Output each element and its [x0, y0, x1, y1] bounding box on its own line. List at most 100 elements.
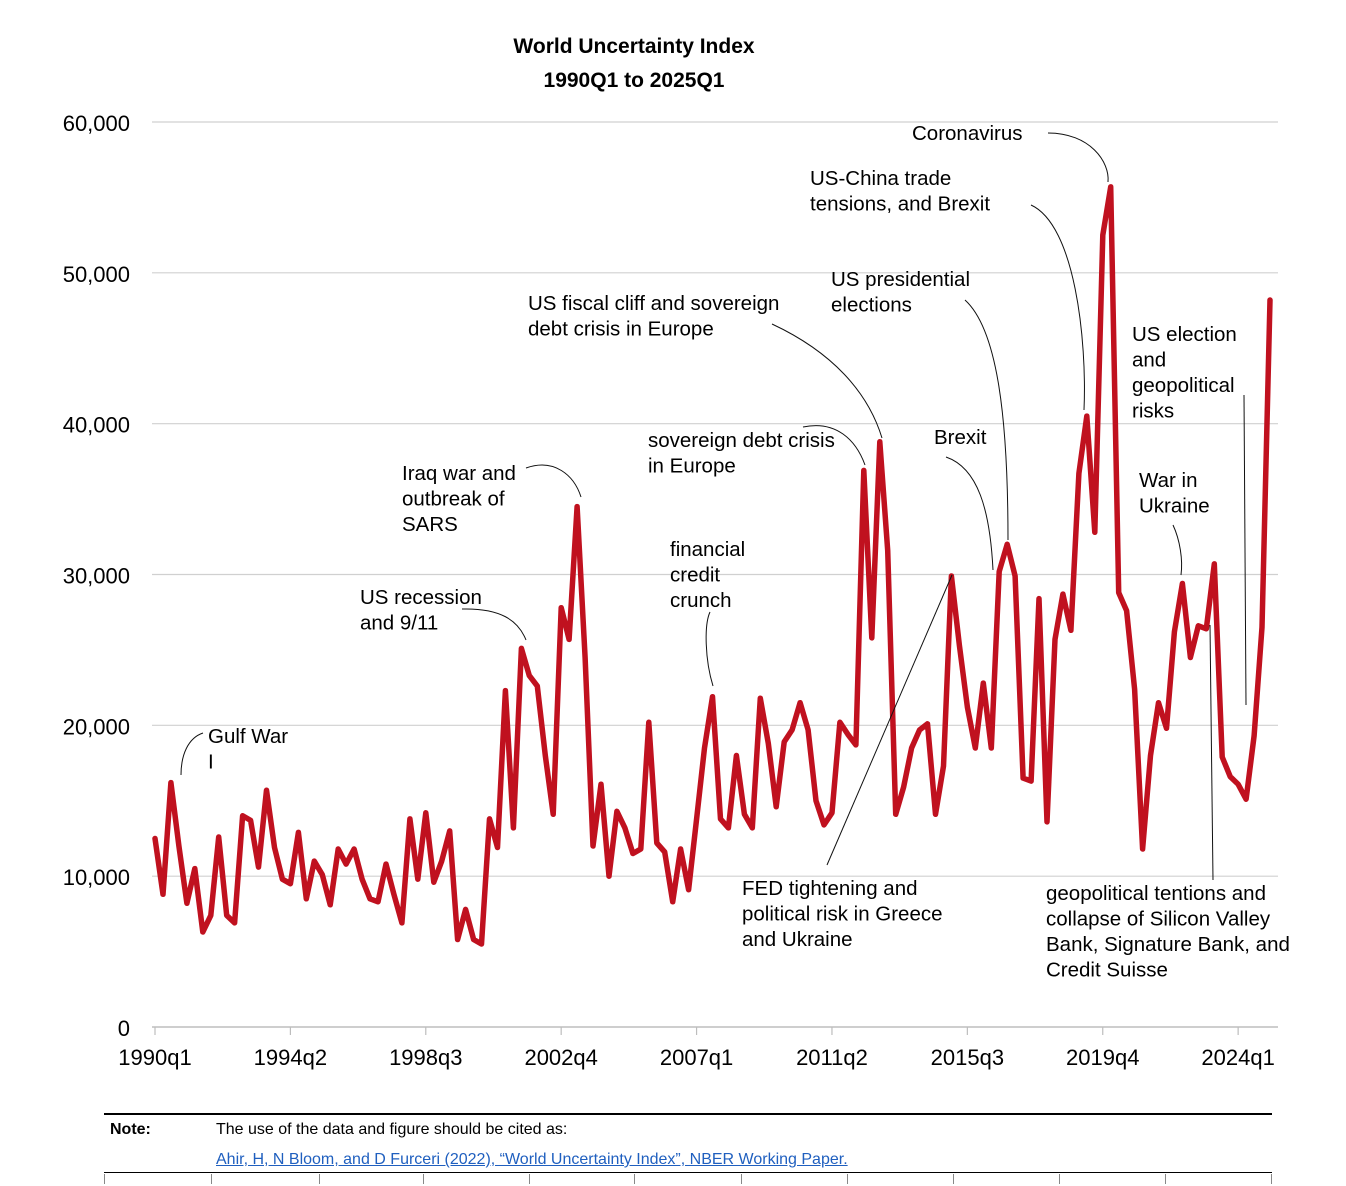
data-point: [1268, 298, 1272, 302]
data-point: [679, 847, 683, 851]
data-point: [1045, 820, 1049, 824]
data-point: [432, 880, 436, 884]
data-point: [711, 695, 715, 699]
data-point: [257, 865, 261, 869]
data-point: [392, 892, 396, 896]
annotation-label: geopolitical tentions and collapse of Sil…: [1046, 882, 1290, 982]
data-point: [241, 814, 245, 818]
data-point: [719, 817, 723, 821]
data-point: [1021, 776, 1025, 780]
data-point: [1061, 592, 1065, 596]
axes: [152, 1026, 1278, 1035]
data-point: [1093, 530, 1097, 534]
data-point: [599, 782, 603, 786]
data-point: [973, 746, 977, 750]
data-point: [304, 897, 308, 901]
data-point: [846, 732, 850, 736]
data-point: [1157, 701, 1161, 705]
data-point: [639, 847, 643, 851]
annotation-leader: [945, 456, 994, 571]
data-point: [687, 888, 691, 892]
data-point: [472, 938, 476, 942]
data-point: [631, 852, 635, 856]
data-point: [1236, 782, 1240, 786]
data-point: [328, 903, 332, 907]
data-point: [209, 913, 213, 917]
annotation-label: US election and geopolitical risks: [1132, 323, 1237, 423]
data-point: [368, 897, 372, 901]
annotation-label: US presidential elections: [831, 268, 970, 317]
annotation-label: US-China trade tensions, and Brexit: [810, 167, 990, 216]
data-point: [623, 826, 627, 830]
annotation-leader: [525, 464, 582, 498]
data-point: [790, 728, 794, 732]
gridlines: [152, 121, 1278, 877]
data-point: [1228, 775, 1232, 779]
x-tick-label: 2002q4: [524, 1045, 597, 1070]
data-point: [647, 720, 651, 724]
data-point: [440, 859, 444, 863]
data-point: [575, 505, 579, 509]
data-point: [1117, 591, 1121, 595]
data-point: [416, 877, 420, 881]
data-point: [782, 740, 786, 744]
data-point: [806, 728, 810, 732]
data-point: [1149, 754, 1153, 758]
x-tick-label: 2019q4: [1066, 1045, 1139, 1070]
data-point: [543, 754, 547, 758]
data-point: [288, 882, 292, 886]
data-point: [989, 746, 993, 750]
data-point: [1029, 779, 1033, 783]
data-point: [910, 746, 914, 750]
data-point: [169, 781, 173, 785]
uncertainty-line-chart: World Uncertainty Index 1990Q1 to 2025Q1…: [63, 35, 1290, 1070]
data-point: [726, 826, 730, 830]
annotation-leader: [1047, 132, 1109, 183]
data-point: [918, 728, 922, 732]
data-point: [448, 829, 452, 833]
data-point: [957, 643, 961, 647]
data-point: [655, 841, 659, 845]
x-tick-label: 1998q3: [389, 1045, 462, 1070]
data-point: [249, 818, 253, 822]
data-point: [774, 805, 778, 809]
data-point: [488, 817, 492, 821]
data-point: [296, 830, 300, 834]
data-point: [703, 746, 707, 750]
series-layer: [152, 184, 1273, 947]
y-tick-labels: 0 10,000 20,000 30,000 40,000 50,000 60,000: [63, 111, 130, 1041]
y-tick-label: 0: [118, 1016, 130, 1041]
annotation-label: Coronavirus: [912, 122, 1023, 145]
annotations: Gulf War I US recession and 9/11 Iraq war an…: [180, 122, 1290, 982]
annotation-label: sovereign debt crisis in Europe: [648, 429, 835, 478]
data-point: [456, 938, 460, 942]
data-point: [559, 606, 563, 610]
annotation-leader: [802, 425, 866, 466]
annotation-leader: [1030, 204, 1085, 411]
data-point: [1013, 574, 1017, 578]
y-tick-label: 20,000: [63, 714, 130, 739]
data-point: [1077, 471, 1081, 475]
data-point: [265, 788, 269, 792]
data-point: [997, 570, 1001, 574]
data-point: [862, 468, 866, 472]
citation-link[interactable]: Ahir, H, N Bloom, and D Furceri (2022), …: [216, 1151, 848, 1168]
annotation-label: War in Ukraine: [1139, 469, 1210, 518]
data-point: [201, 930, 205, 934]
data-point: [496, 846, 500, 850]
data-point: [607, 874, 611, 878]
data-point: [1109, 185, 1113, 189]
annotation-leader: [461, 608, 527, 641]
data-point: [1260, 625, 1264, 629]
data-point: [878, 440, 882, 444]
data-point: [766, 741, 770, 745]
data-point: [1133, 687, 1137, 691]
chart-title: World Uncertainty Index: [513, 35, 754, 58]
data-point: [1180, 582, 1184, 586]
data-point: [822, 823, 826, 827]
data-point: [408, 817, 412, 821]
data-point: [583, 656, 587, 660]
annotation-label: financial credit crunch: [670, 538, 745, 612]
data-point: [352, 847, 356, 851]
data-point: [750, 826, 754, 830]
